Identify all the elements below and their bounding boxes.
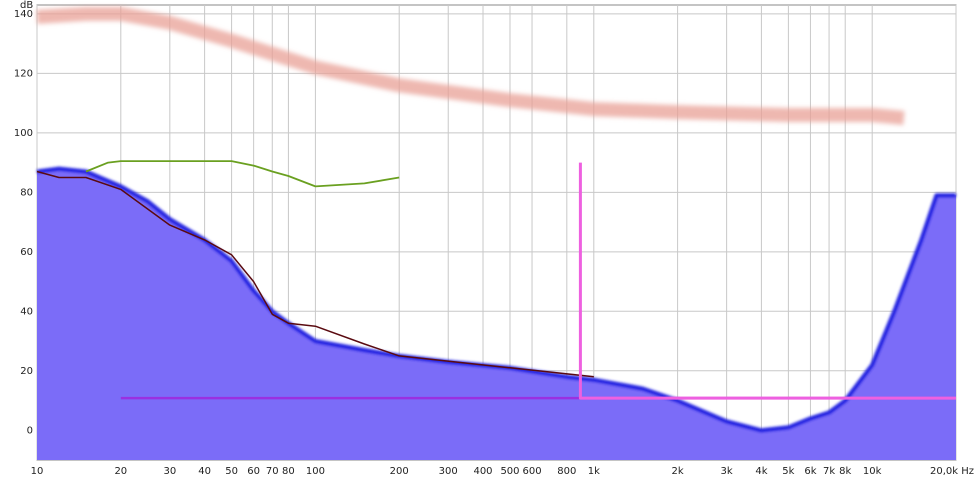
- x-tick-label: 1k: [588, 466, 600, 477]
- x-tick-label: 5k: [782, 466, 794, 477]
- x-tick-label: 100: [306, 466, 325, 477]
- y-tick-label: 20: [20, 366, 33, 377]
- line: [36, 6, 905, 125]
- x-tick-label: 30: [163, 466, 176, 477]
- x-tick-label: 20: [114, 466, 127, 477]
- x-tick-label: 20,0k Hz: [930, 466, 974, 477]
- x-tick-label: 3k: [721, 466, 733, 477]
- x-tick-label: 500: [500, 466, 519, 477]
- x-tick-label: 6k: [804, 466, 816, 477]
- x-tick-label: 8k: [839, 466, 851, 477]
- x-tick-label: 70: [266, 466, 279, 477]
- y-tick-label: 140: [14, 9, 33, 20]
- x-tick-label: 200: [390, 466, 409, 477]
- x-tick-label: 300: [439, 466, 458, 477]
- y-tick-label: 100: [14, 128, 33, 139]
- x-tick-label: 400: [473, 466, 492, 477]
- line: [85, 160, 400, 188]
- x-tick-label: 600: [522, 466, 541, 477]
- y-tick-label: 120: [14, 68, 33, 79]
- y-tick-label: 60: [20, 247, 33, 258]
- x-tick-label: 7k: [823, 466, 835, 477]
- x-tick-label: 80: [282, 466, 295, 477]
- line: [36, 170, 594, 378]
- x-tick-label: 4k: [755, 466, 767, 477]
- area: [37, 168, 956, 460]
- y-tick-label: 0: [27, 425, 33, 436]
- x-tick-label: 40: [198, 466, 211, 477]
- x-tick-label: 800: [557, 466, 576, 477]
- y-tick-label: 80: [20, 187, 33, 198]
- x-tick-label: 10k: [863, 466, 882, 477]
- y-axis-label: dB: [20, 0, 33, 11]
- y-tick-label: 40: [20, 306, 33, 317]
- line: [578, 162, 956, 400]
- x-tick-label: 10: [31, 466, 44, 477]
- x-tick-label: 60: [247, 466, 260, 477]
- x-tick-label: 50: [225, 466, 238, 477]
- x-tick-label: 2k: [672, 466, 684, 477]
